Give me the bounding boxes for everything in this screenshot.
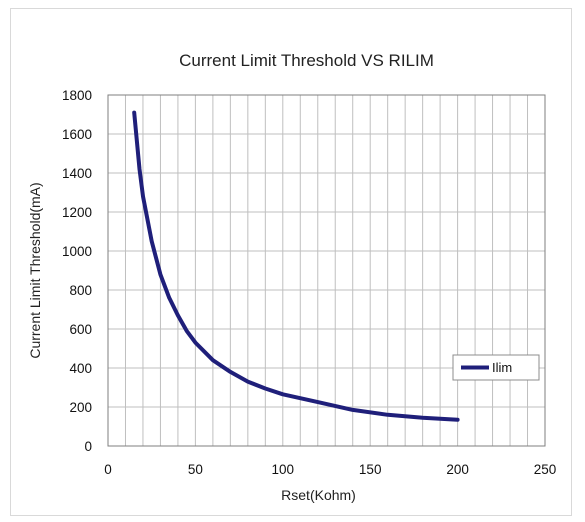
series-line-ilim <box>132 110 460 422</box>
tick-labels: 0 50 100 150 200 250 0 200 400 600 800 1000 1200 1400… <box>62 88 556 477</box>
y-tick-label: 1200 <box>62 205 92 220</box>
series-lines <box>132 110 460 422</box>
x-tick-label: 0 <box>104 462 112 477</box>
legend: Ilim <box>452 354 540 381</box>
y-tick-label: 1800 <box>62 88 92 103</box>
x-tick-label: 50 <box>188 462 203 477</box>
plot-area-border <box>107 94 546 447</box>
y-tick-label: 400 <box>69 361 92 376</box>
y-tick-label: 600 <box>69 322 92 337</box>
y-tick-label: 0 <box>84 439 92 454</box>
y-tick-label: 1400 <box>62 166 92 181</box>
legend-label-ilim: Ilim <box>492 360 512 375</box>
chart-frame <box>10 8 572 516</box>
x-axis-title: Rset(Kohm) <box>281 487 356 503</box>
x-tick-label: 200 <box>446 462 469 477</box>
x-tick-label: 100 <box>272 462 295 477</box>
y-axis-title: Current Limit Threshold(mA) <box>27 182 43 358</box>
y-tick-label: 1000 <box>62 244 92 259</box>
x-tick-label: 250 <box>534 462 557 477</box>
chart-title: Current Limit Threshold VS RILIM <box>179 51 434 70</box>
y-tick-label: 800 <box>69 283 92 298</box>
y-tick-label: 1600 <box>62 127 92 142</box>
grid <box>107 94 546 447</box>
y-tick-label: 200 <box>69 400 92 415</box>
x-tick-label: 150 <box>359 462 382 477</box>
